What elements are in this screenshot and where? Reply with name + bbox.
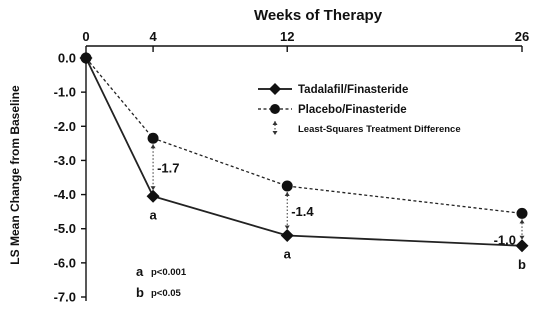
significance-mark: b bbox=[518, 257, 526, 272]
significance-mark: a bbox=[149, 207, 157, 222]
y-tick-label: -1.0 bbox=[54, 85, 76, 100]
treatment-differences: -1.7 -1.4 -1.0 bbox=[150, 144, 525, 248]
series-line-tadalafil-finasteride bbox=[85, 57, 523, 247]
x-tick-label: 26 bbox=[515, 29, 529, 44]
arrow-head bbox=[150, 186, 156, 191]
data-point-circle bbox=[516, 207, 528, 219]
significance-mark: a bbox=[284, 247, 292, 262]
y-tick-label: -2.0 bbox=[54, 119, 76, 134]
y-tick-label: -7.0 bbox=[54, 290, 76, 305]
data-point-diamond bbox=[515, 239, 529, 253]
series-line-placebo-finasteride bbox=[85, 57, 523, 214]
y-tick-label: 0.0 bbox=[58, 51, 76, 66]
footnote-letter: b bbox=[136, 285, 144, 300]
legend: Tadalafil/Finasteride Placebo/Finasteride… bbox=[258, 83, 461, 135]
series-layer bbox=[79, 51, 529, 253]
data-point-circle bbox=[80, 52, 92, 64]
y-tick-label: -3.0 bbox=[54, 153, 76, 168]
significance-marks: a a b bbox=[149, 207, 526, 272]
arrow-head bbox=[519, 235, 525, 240]
footnotes: a p<0.001 b p<0.05 bbox=[136, 264, 187, 300]
arrow-head bbox=[284, 192, 290, 197]
footnote-letter: a bbox=[136, 264, 144, 279]
legend-label-tadalafil: Tadalafil/Finasteride bbox=[298, 84, 408, 96]
data-point-circle bbox=[147, 132, 159, 144]
arrow-head bbox=[272, 131, 278, 135]
data-point-diamond bbox=[146, 189, 160, 203]
legend-label-placebo: Placebo/Finasteride bbox=[298, 104, 407, 116]
y-axis-label: LS Mean Change from Baseline bbox=[8, 85, 22, 265]
y-tick-label: -4.0 bbox=[54, 187, 76, 202]
legend-marker-circle bbox=[270, 104, 280, 114]
x-tick-label: 0 bbox=[82, 29, 89, 44]
legend-label-difference: Least-Squares Treatment Difference bbox=[298, 124, 461, 135]
footnote-text: p<0.001 bbox=[151, 267, 187, 278]
arrow-head bbox=[150, 144, 156, 149]
arrow-head bbox=[272, 121, 278, 125]
y-tick-label: -5.0 bbox=[54, 221, 76, 236]
difference-label: -1.0 bbox=[494, 233, 516, 248]
y-tick-label: -6.0 bbox=[54, 255, 76, 270]
x-tick-label: 4 bbox=[149, 29, 157, 44]
chart-title: Weeks of Therapy bbox=[254, 7, 383, 24]
data-point-diamond bbox=[280, 229, 294, 243]
axes bbox=[85, 45, 522, 301]
data-point-circle bbox=[281, 180, 293, 192]
arrow-head bbox=[519, 219, 525, 224]
footnote-text: p<0.05 bbox=[151, 288, 182, 299]
legend-marker-diamond bbox=[269, 83, 281, 95]
x-axis-ticks: 0 4 12 26 bbox=[82, 29, 529, 52]
difference-label: -1.7 bbox=[157, 160, 179, 175]
arrow-head bbox=[284, 225, 290, 230]
difference-label: -1.4 bbox=[291, 204, 314, 219]
y-axis-ticks: 0.0 -1.0 -2.0 -3.0 -4.0 -5.0 -6.0 -7.0 bbox=[54, 51, 86, 305]
x-tick-label: 12 bbox=[280, 29, 294, 44]
